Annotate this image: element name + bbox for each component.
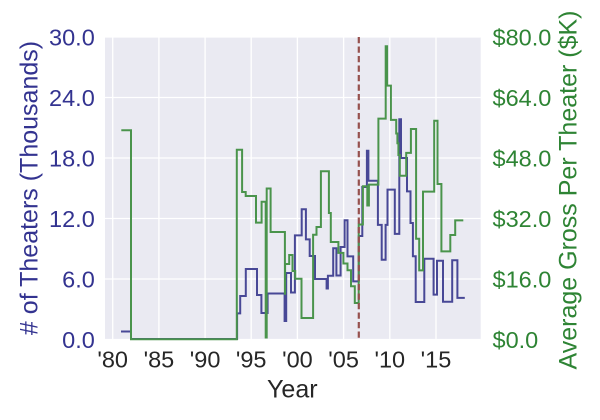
svg-text:$0.0: $0.0: [493, 327, 539, 353]
svg-text:'15: '15: [421, 347, 452, 373]
svg-text:0.0: 0.0: [62, 327, 95, 353]
svg-text:$16.0: $16.0: [493, 267, 552, 293]
svg-text:'90: '90: [190, 347, 221, 373]
svg-text:$80.0: $80.0: [493, 25, 552, 51]
svg-text:$48.0: $48.0: [493, 146, 552, 172]
svg-text:'00: '00: [282, 347, 313, 373]
svg-text:'10: '10: [374, 347, 405, 373]
svg-text:6.0: 6.0: [62, 267, 95, 293]
svg-text:Year: Year: [267, 376, 318, 404]
svg-text:# of Theaters (Thousands): # of Theaters (Thousands): [16, 41, 44, 335]
svg-text:$64.0: $64.0: [493, 85, 552, 111]
svg-text:'80: '80: [97, 347, 128, 373]
svg-text:18.0: 18.0: [49, 146, 95, 172]
svg-text:12.0: 12.0: [49, 206, 95, 232]
svg-text:'95: '95: [236, 347, 267, 373]
svg-text:Average Gross Per Theater ($K): Average Gross Per Theater ($K): [555, 11, 583, 370]
svg-text:30.0: 30.0: [49, 25, 95, 51]
svg-text:24.0: 24.0: [49, 85, 95, 111]
svg-text:$32.0: $32.0: [493, 206, 552, 232]
svg-text:'05: '05: [328, 347, 359, 373]
svg-text:'85: '85: [144, 347, 175, 373]
